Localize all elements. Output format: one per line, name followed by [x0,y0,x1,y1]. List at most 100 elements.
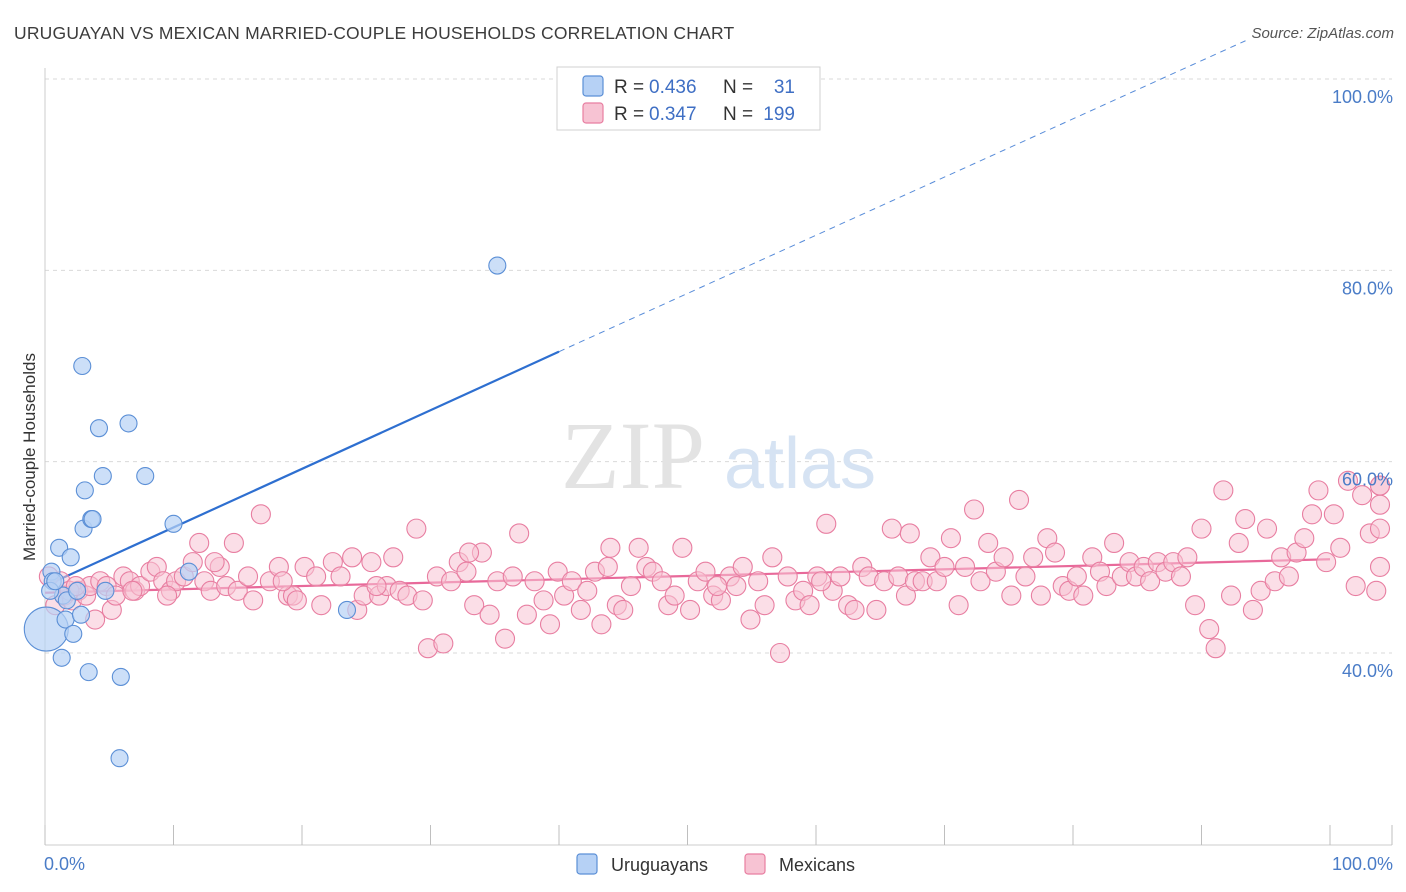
mexicans-point [509,523,530,544]
mexicans-point [651,571,672,592]
mexicans-point [940,528,961,549]
mexicans-point [441,571,462,592]
mexicans-point [970,571,991,592]
uruguayans-point [73,356,92,376]
mexicans-point [1316,552,1337,573]
mexicans-point [1308,480,1329,501]
mexicans-points [38,470,1391,664]
uruguayans-point [61,548,80,567]
mexicans-point [306,566,327,587]
watermark-atlas: atlas [724,424,876,504]
x-tick-label-min: 0.0% [44,854,85,874]
mexicans-point [342,547,363,568]
mexicans-point [1369,518,1391,539]
mexicans-point [1205,638,1226,659]
legend-n-label-2: N = [723,104,753,125]
mexicans-point [570,599,591,621]
bottom-legend-label-mexicans: Mexicans [779,855,855,875]
mexicans-point [1256,518,1278,539]
mexicans-point [539,614,561,635]
mexicans-point [250,504,271,525]
uruguayans-point [79,663,98,682]
mexicans-point [672,537,693,558]
mexicans-point [204,552,225,573]
y-tick-label: 80.0% [1342,278,1393,298]
mexicans-point [1323,504,1344,525]
bottom-legend-swatch-uruguayans [576,853,598,875]
mexicans-point [978,532,999,554]
uruguayans-point [119,414,138,433]
uruguayans-point [89,419,109,438]
mexicans-point [1345,575,1366,597]
mexicans-point [1337,470,1359,491]
mexicans-point [433,633,454,654]
mexicans-point [458,542,480,563]
mexicans-point [948,595,969,616]
watermark: ZIP atlas [561,402,876,509]
mexicans-point [762,547,783,568]
mexicans-point [1242,599,1263,621]
legend-swatch-mexicans [582,102,604,124]
uruguayans-point [52,648,71,667]
uruguayans-point [83,510,102,529]
mexicans-point [1278,566,1299,587]
mexicans-point [1066,566,1087,587]
axes [44,68,1393,846]
mexicans-point [1104,532,1125,554]
mexicans-point [920,547,941,568]
mexicans-point [811,571,832,592]
mexicans-point [597,556,618,577]
mexicans-point [1369,556,1391,577]
mexicans-point [561,571,582,592]
mexicans-point [1096,575,1117,597]
uruguayans-point [110,749,129,768]
mexicans-trend-line [44,558,1331,594]
bottom-legend: Uruguayans Mexicans [576,853,855,875]
mexicans-point [272,571,293,592]
mexicans-point [533,590,554,611]
mexicans-point [227,580,248,601]
mexicans-point [888,566,909,587]
mexicans-point [680,599,701,621]
uruguayans-point [64,624,83,643]
uruguayans-trend-line [44,350,560,588]
mexicans-point [1366,580,1387,601]
uruguayans-point [75,481,94,500]
mexicans-point [1250,580,1271,601]
mexicans-point [1199,619,1220,640]
mexicans-point [1073,585,1094,606]
mexicans-point [664,585,685,606]
mexicans-point [620,575,642,597]
uruguayans-point [93,466,112,486]
mexicans-point [1015,566,1036,587]
mexicans-point [748,571,769,592]
mexicans-point [1369,475,1391,496]
mexicans-point [1023,547,1044,568]
grid-lines [45,78,1392,654]
mexicans-point [223,532,244,554]
mexicans-point [502,566,523,587]
uruguayans-point [111,667,130,686]
uruguayans-point [488,256,507,275]
mexicans-point [628,537,649,558]
uruguayans-point [337,600,357,620]
mexicans-point [895,585,917,606]
mexicans-point [1008,489,1030,510]
mexicans-point [330,566,351,587]
mexicans-point [1140,571,1161,592]
mexicans-point [844,599,865,621]
legend-r-label-2: R = [614,104,644,125]
legend-n-value-2: 199 [763,104,795,125]
mexicans-point [494,628,516,649]
bottom-legend-label-uruguayans: Uruguayans [611,855,708,875]
mexicans-point [1177,547,1198,568]
mexicans-point [1191,518,1212,539]
mexicans-point [732,556,753,577]
mexicans-point [613,599,634,621]
mexicans-point [695,561,716,582]
mexicans-point [816,513,837,534]
mexicans-point [157,585,178,606]
legend-r-value-1: 0.436 [649,77,697,98]
uruguayans-point [164,514,183,533]
